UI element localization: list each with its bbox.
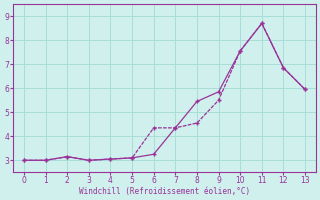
X-axis label: Windchill (Refroidissement éolien,°C): Windchill (Refroidissement éolien,°C) xyxy=(79,187,250,196)
